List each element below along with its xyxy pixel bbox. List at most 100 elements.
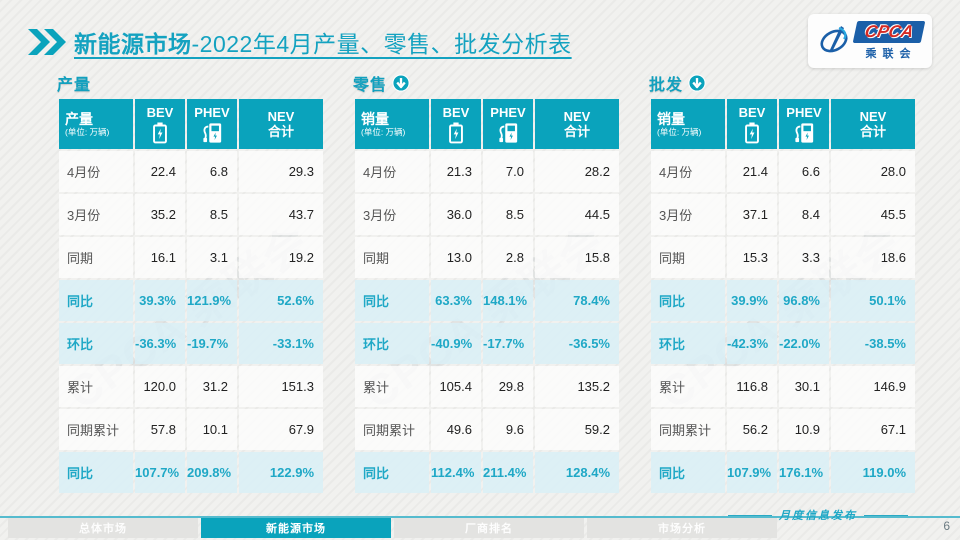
table-row: 3月份 36.0 8.5 44.5: [355, 194, 619, 235]
section-title-label: 产量: [57, 77, 92, 94]
nav-tab-总体市场[interactable]: 总体市场: [8, 518, 198, 538]
table-row: 4月份 22.4 6.8 29.3: [59, 151, 323, 192]
cpca-logo: CPCA 乘联会: [808, 14, 932, 68]
cell-value: 135.2: [535, 366, 619, 407]
cell-value: 52.6%: [239, 280, 323, 321]
cell-value: 151.3: [239, 366, 323, 407]
footer-divider-line: [0, 516, 960, 518]
row-label: 3月份: [59, 194, 133, 235]
cell-value: 39.9%: [727, 280, 777, 321]
table-row: 同比 39.9% 96.8% 50.1%: [651, 280, 915, 321]
cell-value: 35.2: [135, 194, 185, 235]
table-row: 环比 -42.3% -22.0% -38.5%: [651, 323, 915, 364]
column-label-nev: NEV 合计: [563, 109, 591, 139]
cell-value: 18.6: [831, 237, 915, 278]
row-label: 环比: [59, 323, 133, 364]
double-chevron-icon: [28, 29, 66, 55]
row-label: 4月份: [59, 151, 133, 192]
column-header-phev: PHEV: [483, 99, 533, 149]
table-row: 3月份 35.2 8.5 43.7: [59, 194, 323, 235]
table-row: 同比 107.7% 209.8% 122.9%: [59, 452, 323, 493]
nav-tab-市场分析[interactable]: 市场分析: [587, 518, 777, 538]
table-body: 4月份 21.3 7.0 28.2 3月份 36.0 8.5 44.5 同期 13.0 2.8 15.…: [355, 151, 619, 493]
cell-value: 122.9%: [239, 452, 323, 493]
cell-value: 57.8: [135, 409, 185, 450]
nav-tab-新能源市场[interactable]: 新能源市场: [201, 518, 391, 538]
table-row: 同期累计 56.2 10.9 67.1: [651, 409, 915, 450]
column-label-bev: BEV: [442, 104, 470, 120]
row-label: 同期: [355, 237, 429, 278]
table-corner-cell: 销量 (单位: 万辆): [355, 99, 429, 149]
column-header-nev: NEV 合计: [239, 99, 323, 149]
table-row: 同期 13.0 2.8 15.8: [355, 237, 619, 278]
table-corner-unit: (单位: 万辆): [657, 126, 702, 137]
cell-value: 50.1%: [831, 280, 915, 321]
page-title: 新能源市场-2022年4月产量、零售、批发分析表: [74, 25, 572, 59]
table-row: 累计 105.4 29.8 135.2: [355, 366, 619, 407]
column-label-bev: BEV: [738, 104, 766, 120]
column-label-nev: NEV 合计: [267, 109, 295, 139]
cell-value: 16.1: [135, 237, 185, 278]
cell-value: 10.1: [187, 409, 237, 450]
table-row: 累计 116.8 30.1 146.9: [651, 366, 915, 407]
publish-label: 月度信息发布: [728, 507, 908, 523]
cell-value: 107.7%: [135, 452, 185, 493]
cell-value: 67.9: [239, 409, 323, 450]
battery-icon: [449, 122, 463, 143]
table-row: 同期 16.1 3.1 19.2: [59, 237, 323, 278]
table-row: 3月份 37.1 8.4 45.5: [651, 194, 915, 235]
cell-value: 3.1: [187, 237, 237, 278]
table-row: 同期累计 57.8 10.1 67.9: [59, 409, 323, 450]
column-label-phev: PHEV: [786, 104, 822, 120]
cell-value: 21.3: [431, 151, 481, 192]
row-label: 同期: [651, 237, 725, 278]
cell-value: -33.1%: [239, 323, 323, 364]
cell-value: 43.7: [239, 194, 323, 235]
row-label: 同比: [355, 452, 429, 493]
cell-value: 116.8: [727, 366, 777, 407]
cell-value: -38.5%: [831, 323, 915, 364]
cell-value: -36.5%: [535, 323, 619, 364]
row-label: 同期累计: [651, 409, 725, 450]
table-header-row: 产量 (单位: 万辆) BEV PHEV: [59, 99, 323, 149]
cell-value: 67.1: [831, 409, 915, 450]
cell-value: 10.9: [779, 409, 829, 450]
cell-value: 30.1: [779, 366, 829, 407]
row-label: 环比: [355, 323, 429, 364]
cell-value: 121.9%: [187, 280, 237, 321]
row-label: 3月份: [651, 194, 725, 235]
charger-icon: [499, 122, 518, 143]
table-row: 累计 120.0 31.2 151.3: [59, 366, 323, 407]
cell-value: 146.9: [831, 366, 915, 407]
cell-value: 8.5: [483, 194, 533, 235]
cell-value: 15.3: [727, 237, 777, 278]
column-header-phev: PHEV: [187, 99, 237, 149]
section-title-label: 批发: [649, 77, 684, 94]
column-header-phev: PHEV: [779, 99, 829, 149]
cell-value: 22.4: [135, 151, 185, 192]
cell-value: 148.1%: [483, 280, 533, 321]
column-header-bev: BEV: [135, 99, 185, 149]
cell-value: 119.0%: [831, 452, 915, 493]
table-row: 4月份 21.3 7.0 28.2: [355, 151, 619, 192]
cell-value: 8.5: [187, 194, 237, 235]
table-row: 同比 39.3% 121.9% 52.6%: [59, 280, 323, 321]
data-table-section: 产量 CPCA 乘联会 产量 (单位: 万辆) BEV: [57, 72, 323, 495]
nav-tab-厂商排名[interactable]: 厂商排名: [394, 518, 584, 538]
page-number: 6: [943, 519, 950, 533]
page-title-rest: -2022年4月产量、零售、批发分析表: [191, 31, 572, 57]
cell-value: 9.6: [483, 409, 533, 450]
section-title: 产量: [57, 72, 323, 94]
column-header-bev: BEV: [727, 99, 777, 149]
cell-value: 78.4%: [535, 280, 619, 321]
table-row: 同期 15.3 3.3 18.6: [651, 237, 915, 278]
cell-value: 8.4: [779, 194, 829, 235]
table-row: 4月份 21.4 6.6 28.0: [651, 151, 915, 192]
cpca-logo-text: CPCA 乘联会: [852, 21, 926, 61]
cell-value: 37.1: [727, 194, 777, 235]
section-title: 零售: [353, 72, 619, 94]
tables-container: 产量 CPCA 乘联会 产量 (单位: 万辆) BEV: [57, 72, 915, 495]
row-label: 同比: [651, 452, 725, 493]
page-title-bold: 新能源市场: [74, 31, 192, 57]
row-label: 同期: [59, 237, 133, 278]
